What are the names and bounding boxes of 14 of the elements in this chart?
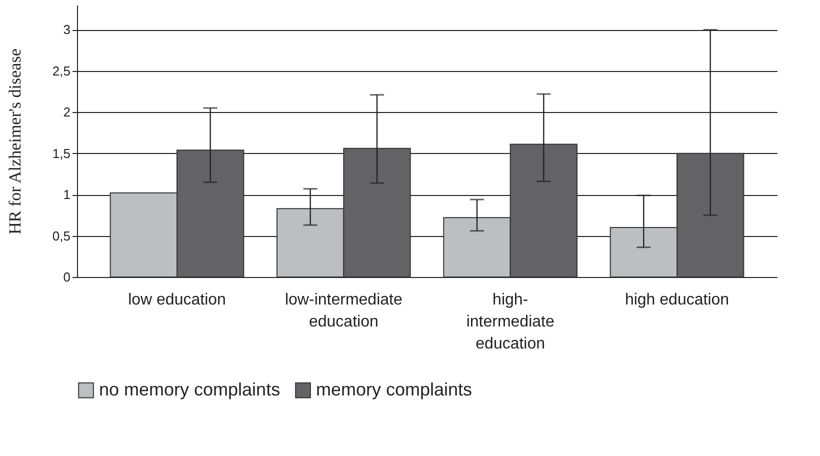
x-tick-label: low education	[128, 292, 226, 308]
y-tick-label: 1	[63, 187, 70, 202]
y-tick-label: 1,5	[52, 146, 70, 161]
x-tick-label: low-intermediate education	[284, 292, 402, 330]
y-tick-label: 2	[63, 104, 70, 120]
y-tick-label: 2,5	[52, 63, 70, 78]
x-tick-label: high education	[624, 292, 730, 308]
legend-label: no memory complaints	[99, 379, 280, 400]
y-axis-title: HR for Alzheimer's disease	[5, 48, 24, 234]
legend-label: memory complaints	[316, 379, 472, 400]
y-tick-label: 0,5	[52, 228, 70, 244]
y-tick-label: 3	[63, 22, 70, 38]
y-tick-label: 0	[63, 270, 70, 284]
x-tick-label: high-intermediate education	[466, 292, 554, 352]
